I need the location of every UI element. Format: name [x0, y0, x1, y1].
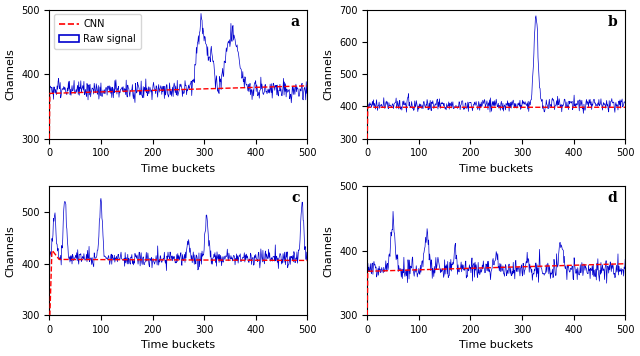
Y-axis label: Channels: Channels	[323, 48, 333, 100]
Y-axis label: Channels: Channels	[6, 48, 15, 100]
X-axis label: Time buckets: Time buckets	[459, 340, 533, 350]
Text: c: c	[291, 191, 300, 205]
X-axis label: Time buckets: Time buckets	[141, 164, 216, 174]
Text: d: d	[608, 191, 618, 205]
Legend: CNN, Raw signal: CNN, Raw signal	[54, 14, 141, 49]
X-axis label: Time buckets: Time buckets	[459, 164, 533, 174]
Y-axis label: Channels: Channels	[6, 225, 15, 277]
Text: b: b	[608, 15, 618, 29]
Text: a: a	[291, 15, 300, 29]
Y-axis label: Channels: Channels	[323, 225, 333, 277]
X-axis label: Time buckets: Time buckets	[141, 340, 216, 350]
